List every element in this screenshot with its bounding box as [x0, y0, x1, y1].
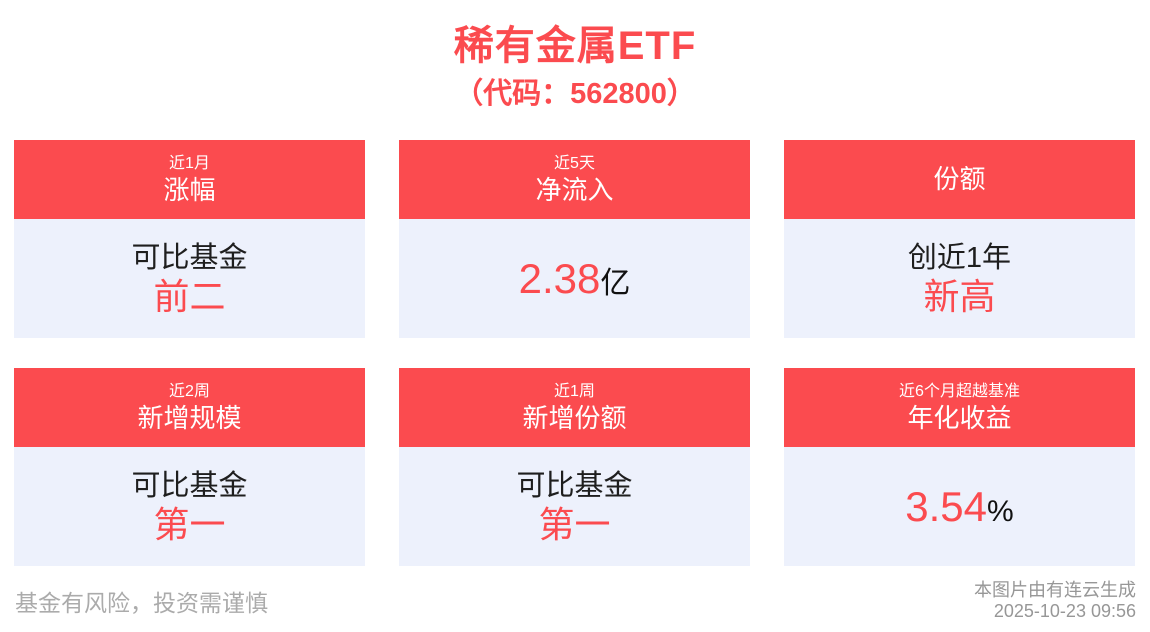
card-header: 近1月 涨幅: [14, 140, 365, 219]
card-header-metric: 年化收益: [907, 402, 1012, 433]
card-header: 近5天 净流入: [399, 140, 750, 219]
card-body: 可比基金 第一: [399, 447, 750, 566]
attribution-block: 本图片由有连云生成 2025-10-23 09:56: [974, 580, 1136, 622]
card-value-row: 2.38 亿: [519, 255, 631, 303]
card-header: 近6个月超越基准 年化收益: [784, 368, 1135, 447]
card-header-period: 近1周: [554, 382, 595, 400]
card-body: 可比基金 第一: [14, 447, 365, 566]
card-body-highlight: 前二: [153, 275, 226, 317]
card-header-period: 近6个月超越基准: [899, 382, 1020, 400]
card-value-unit: 亿: [600, 266, 631, 300]
card-body-highlight: 第一: [538, 503, 611, 545]
card-header: 份额: [784, 140, 1135, 219]
attribution-source: 本图片由有连云生成: [974, 580, 1136, 600]
stat-card-net-inflow: 近5天 净流入 2.38 亿: [399, 140, 750, 338]
card-header-metric: 份额: [933, 164, 986, 194]
risk-disclaimer: 基金有风险，投资需谨慎: [15, 590, 268, 616]
card-header-metric: 涨幅: [163, 174, 216, 205]
card-header-period: 近1月: [169, 154, 210, 172]
card-body: 可比基金 前二: [14, 219, 365, 338]
card-header: 近1周 新增份额: [399, 368, 750, 447]
card-header-period: 近5天: [554, 154, 595, 172]
attribution-timestamp: 2025-10-23 09:56: [993, 601, 1136, 621]
card-body: 创近1年 新高: [784, 219, 1135, 338]
card-body-label: 可比基金: [516, 469, 633, 502]
card-body-label: 可比基金: [131, 469, 248, 502]
stat-card-new-shares: 近1周 新增份额 可比基金 第一: [399, 368, 750, 566]
card-body-highlight: 新高: [923, 275, 996, 317]
card-header-metric: 新增份额: [522, 402, 627, 433]
card-body: 2.38 亿: [399, 219, 750, 338]
etf-code-subtitle: （代码：562800）: [454, 78, 696, 110]
card-value: 3.54: [905, 482, 988, 530]
stat-card-monthly-gain: 近1月 涨幅 可比基金 前二: [14, 140, 365, 338]
card-value-row: 3.54 %: [905, 483, 1013, 531]
card-header-metric: 净流入: [535, 174, 614, 205]
card-header-period: 近2周: [169, 382, 210, 400]
card-header-metric: 新增规模: [137, 402, 242, 433]
card-value: 2.38: [518, 254, 601, 302]
card-body-label: 可比基金: [131, 241, 248, 274]
card-body: 3.54 %: [784, 447, 1135, 566]
card-value-unit: %: [987, 494, 1014, 528]
stat-card-new-scale: 近2周 新增规模 可比基金 第一: [14, 368, 365, 566]
stat-card-annualized-return: 近6个月超越基准 年化收益 3.54 %: [784, 368, 1135, 566]
card-header: 近2周 新增规模: [14, 368, 365, 447]
stats-grid: 近1月 涨幅 可比基金 前二 近5天 净流入 2.38 亿: [14, 140, 1135, 566]
stat-card-shares: 份额 创近1年 新高: [784, 140, 1135, 338]
card-body-label: 创近1年: [907, 241, 1012, 274]
card-body-highlight: 第一: [153, 503, 226, 545]
page-title: 稀有金属ETF: [453, 24, 697, 68]
